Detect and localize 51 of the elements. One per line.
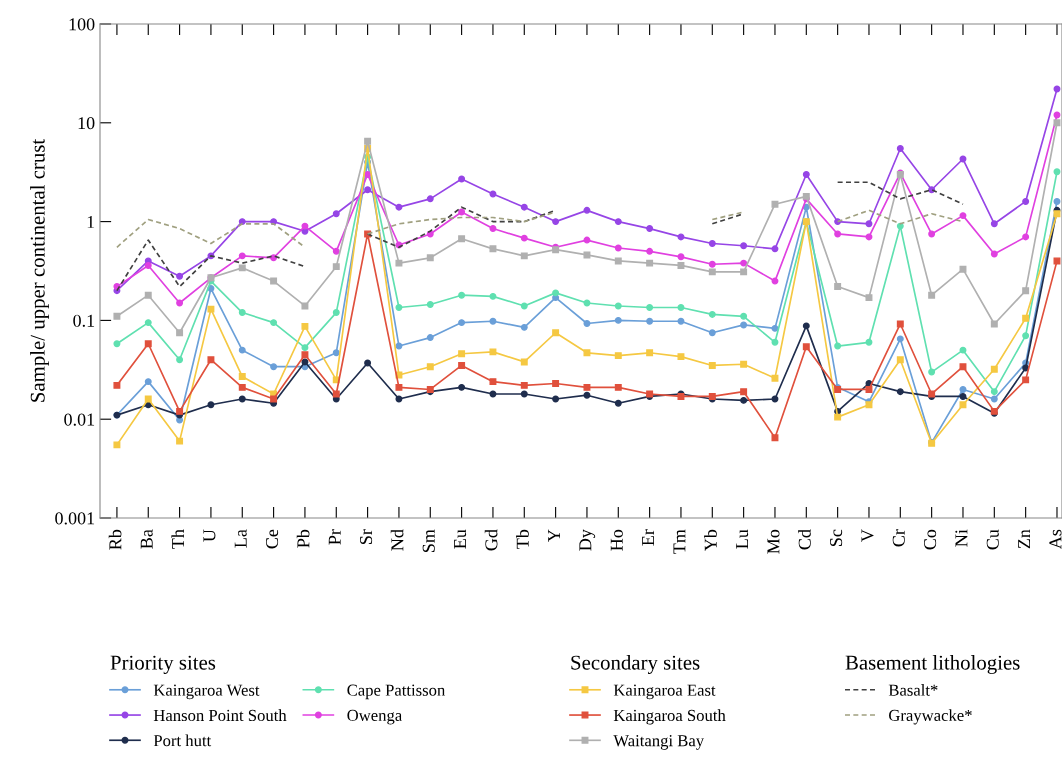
x-tick-label: Y (548, 529, 560, 542)
x-tick-label: V (861, 529, 874, 542)
x-tick-label: Tm (673, 529, 686, 554)
x-tick-label: Ho (610, 529, 623, 551)
x-tick-label: Ba (140, 529, 153, 549)
x-tick-label: Cr (892, 529, 905, 547)
x-tick-label: Rb (108, 529, 122, 550)
x-tick-label: As (1049, 529, 1062, 549)
x-tick-label: Zn (1018, 529, 1030, 549)
x-tick-label: Nd (390, 529, 404, 551)
y-tick-label: 10 (78, 117, 95, 130)
y-tick-label: 0.1 (73, 314, 95, 327)
legend-label: Kaingaroa East (613, 684, 716, 700)
y-tick-label: 1 (87, 215, 95, 228)
legend-label: Basalt* (888, 684, 938, 696)
y-tick-label: 0.001 (55, 512, 95, 525)
x-tick-label: Cd (798, 529, 811, 550)
x-tick-label: Dy (579, 529, 596, 551)
legend-label: Graywacke* (889, 709, 972, 725)
x-tick-label: Ni (955, 529, 968, 547)
y-axis-title: Sample/ upper continental crust (30, 138, 49, 402)
x-tick-label: Sr (359, 529, 373, 544)
text: Secondary sites (571, 655, 700, 674)
x-tick-label: Pb (296, 529, 310, 548)
legend-label: Owenga (347, 709, 402, 725)
text: Priority sites (110, 655, 216, 674)
x-tick-label: U (203, 529, 216, 542)
x-tick-label: Er (642, 529, 654, 546)
x-tick-label: Co (924, 529, 937, 550)
legend-label: Kaingaroa West (153, 684, 260, 700)
x-tick-label: La (234, 529, 247, 548)
x-tick-label: Th (171, 529, 184, 549)
x-tick-label: Pr (328, 529, 341, 545)
x-tick-label: Gd (484, 529, 498, 551)
legend-label: Kaingaroa South (613, 709, 726, 725)
legend-label: Cape Pattisson (347, 684, 446, 700)
legend-label: Port hutt (153, 734, 212, 747)
legend-label: Waitangi Bay (613, 735, 705, 750)
x-tick-label: Yb (704, 529, 717, 551)
x-tick-label: Sm (422, 529, 435, 552)
x-tick-label: Cu (986, 529, 999, 550)
x-tick-label: Ce (265, 529, 279, 549)
text: Basement lithologies (845, 655, 1020, 674)
x-tick-label: Mo (767, 529, 780, 554)
x-tick-label: Eu (454, 529, 467, 549)
y-tick-label: 100 (69, 18, 95, 31)
x-tick-label: Sc (830, 529, 843, 546)
y-tick-label: 0.01 (64, 413, 95, 426)
legend-label: Hanson Point South (153, 709, 287, 722)
x-tick-label: Lu (736, 529, 749, 549)
x-tick-label: Tb (516, 529, 529, 549)
